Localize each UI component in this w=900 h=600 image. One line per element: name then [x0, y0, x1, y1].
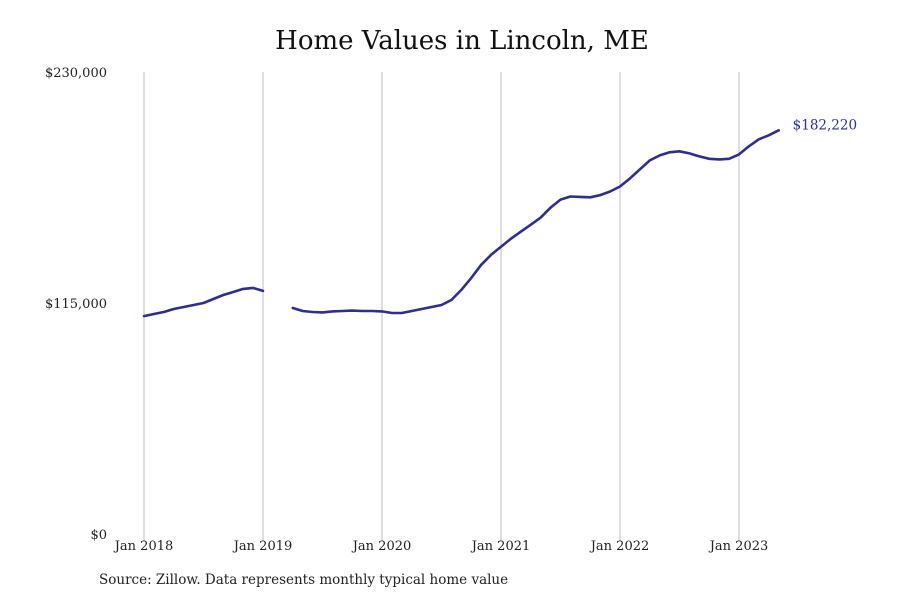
y-tick-label: $115,000 — [45, 297, 107, 312]
y-tick-label: $230,000 — [45, 66, 107, 81]
gridlines — [143, 72, 740, 542]
x-tick-label: Jan 2018 — [113, 539, 174, 554]
x-tick-label: Jan 2023 — [708, 539, 769, 554]
source-note: Source: Zillow. Data represents monthly … — [99, 572, 509, 588]
series-line-segment-1 — [142, 286, 265, 318]
x-tick-label: Jan 2020 — [351, 539, 412, 554]
y-tick-label: $0 — [90, 528, 107, 543]
series-line-segment-2 — [291, 129, 781, 315]
y-axis-ticks: $230,000 $115,000 $0 — [45, 66, 107, 543]
data-series — [142, 129, 781, 318]
x-axis-ticks: Jan 2018 Jan 2019 Jan 2020 Jan 2021 Jan 2022… — [113, 539, 769, 554]
end-value-label: $182,220 — [793, 117, 857, 133]
x-tick-label: Jan 2022 — [589, 539, 650, 554]
chart-title: Home Values in Lincoln, ME — [275, 26, 649, 56]
x-tick-label: Jan 2021 — [470, 539, 531, 554]
x-tick-label: Jan 2019 — [232, 539, 293, 554]
